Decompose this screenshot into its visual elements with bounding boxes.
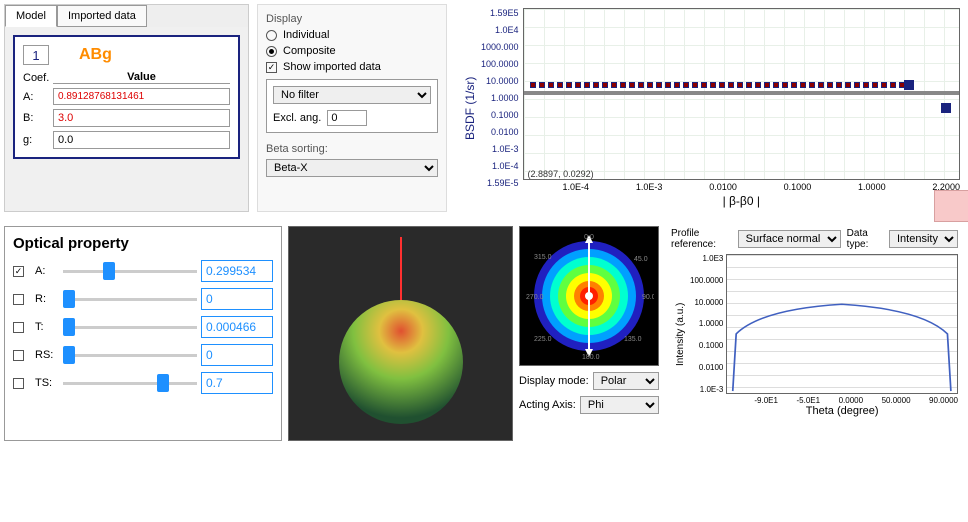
optical-row-r: R: 0 <box>13 288 273 310</box>
intensity-panel: Profile reference: Surface normal Data t… <box>665 226 964 441</box>
intensity-plot[interactable] <box>726 254 958 394</box>
polar-svg: 0.0 45.0 90.0 135.0 180.0 225.0 270.0 31… <box>524 231 654 361</box>
coef-header-right: Value <box>53 71 230 84</box>
polar-plot[interactable]: 0.0 45.0 90.0 135.0 180.0 225.0 270.0 31… <box>519 226 659 366</box>
coef-b-value[interactable]: 3.0 <box>53 109 230 127</box>
svg-text:45.0: 45.0 <box>634 256 648 263</box>
display-title: Display <box>266 13 438 25</box>
excl-label: Excl. ang. <box>273 112 321 124</box>
optical-row-rs: RS: 0 <box>13 344 273 366</box>
optical-row-ts: TS: 0.7 <box>13 372 273 394</box>
radio-individual-label: Individual <box>283 29 329 41</box>
radio-individual-icon <box>266 30 277 41</box>
bsdf-ylabel: BSDF (1/sr) <box>459 8 481 208</box>
optical-value[interactable]: 0.299534 <box>201 260 273 282</box>
svg-text:270.0: 270.0 <box>526 294 544 301</box>
optical-row-t: T: 0.000466 <box>13 316 273 338</box>
svg-text:180.0: 180.0 <box>582 354 600 361</box>
bsdf-yaxis: 1.59E51.0E41000.000100.000010.00001.0000… <box>481 8 523 188</box>
bsdf-xaxis: 1.0E-41.0E-30.01000.10001.00002.2000 <box>523 182 960 192</box>
model-panel: Model Imported data 1 ABg Coef. Value A:… <box>4 4 249 212</box>
profile-ref-select[interactable]: Surface normal <box>738 230 841 248</box>
data-type-label: Data type: <box>847 228 883 250</box>
polar-panel: 0.0 45.0 90.0 135.0 180.0 225.0 270.0 31… <box>519 226 659 441</box>
acting-axis-label: Acting Axis: <box>519 399 576 411</box>
optical-check[interactable] <box>13 378 24 389</box>
check-show-imported[interactable]: Show imported data <box>266 61 438 73</box>
display-mode-select[interactable]: Polar <box>593 372 659 390</box>
check-show-imported-label: Show imported data <box>283 61 381 73</box>
optical-label: A: <box>35 265 59 277</box>
abg-box: 1 ABg Coef. Value A: 0.89128768131461 B:… <box>13 35 240 159</box>
bsdf-marker-2 <box>941 103 951 113</box>
svg-text:90.0: 90.0 <box>642 294 654 301</box>
svg-text:315.0: 315.0 <box>534 254 552 261</box>
optical-label: RS: <box>35 349 59 361</box>
optical-slider[interactable] <box>63 354 197 357</box>
intensity-ylabel: Intensity (a.u.) <box>671 254 690 414</box>
optical-panel: Optical property A: 0.299534 R: 0 T: 0.000466… <box>4 226 282 441</box>
optical-check[interactable] <box>13 350 24 361</box>
radio-composite-icon <box>266 46 277 57</box>
radio-composite-label: Composite <box>283 45 336 57</box>
coef-a-label: A: <box>23 91 53 103</box>
optical-slider[interactable] <box>63 326 197 329</box>
filter-select[interactable]: No filter <box>273 86 431 104</box>
optical-row-a: A: 0.299534 <box>13 260 273 282</box>
optical-label: TS: <box>35 377 59 389</box>
optical-label: R: <box>35 293 59 305</box>
optical-slider[interactable] <box>63 382 197 385</box>
beta-sorting-label: Beta sorting: <box>266 143 438 155</box>
display-mode-label: Display mode: <box>519 375 589 387</box>
filter-box: No filter Excl. ang. <box>266 79 438 133</box>
coef-g-value[interactable]: 0.0 <box>53 131 230 149</box>
svg-text:225.0: 225.0 <box>534 336 552 343</box>
intensity-xlabel: Theta (degree) <box>726 405 958 417</box>
excl-input[interactable] <box>327 110 367 126</box>
optical-check[interactable] <box>13 266 24 277</box>
bsdf-xlabel: | β-β0 | <box>523 194 960 208</box>
optical-title: Optical property <box>13 235 273 252</box>
bsdf-chart-panel: BSDF (1/sr) 1.59E51.0E41000.000100.00001… <box>455 4 964 212</box>
radio-composite[interactable]: Composite <box>266 45 438 57</box>
acting-axis-select[interactable]: Phi <box>580 396 659 414</box>
optical-slider[interactable] <box>63 270 197 273</box>
bsdf-marker-1 <box>904 80 914 90</box>
optical-value[interactable]: 0.7 <box>201 372 273 394</box>
svg-text:135.0: 135.0 <box>624 336 642 343</box>
bsdf-data-series <box>524 82 959 88</box>
coef-a-value[interactable]: 0.89128768131461 <box>53 88 230 105</box>
optical-label: T: <box>35 321 59 333</box>
data-type-select[interactable]: Intensity <box>889 230 958 248</box>
model-index: 1 <box>23 45 49 65</box>
optical-slider[interactable] <box>63 298 197 301</box>
optical-value[interactable]: 0 <box>201 344 273 366</box>
tab-imported[interactable]: Imported data <box>57 5 147 27</box>
bsdf-plot[interactable]: (2.8897, 0.0292) <box>523 8 960 180</box>
intensity-yaxis: 1.0E3100.000010.00001.00000.10000.01001.… <box>690 254 726 394</box>
pink-square-icon <box>934 190 968 222</box>
bsdf-gray-line <box>524 91 959 95</box>
sphere-svg <box>289 227 514 442</box>
coef-header-left: Coef. <box>23 72 53 84</box>
abg-title: ABg <box>79 46 112 64</box>
tab-strip: Model Imported data <box>5 5 248 27</box>
radio-individual[interactable]: Individual <box>266 29 438 41</box>
optical-check[interactable] <box>13 294 24 305</box>
tab-model[interactable]: Model <box>5 5 57 27</box>
optical-value[interactable]: 0 <box>201 288 273 310</box>
beta-sorting-select[interactable]: Beta-X <box>266 159 438 177</box>
check-show-imported-icon <box>266 62 277 73</box>
optical-check[interactable] <box>13 322 24 333</box>
optical-value[interactable]: 0.000466 <box>201 316 273 338</box>
intensity-curve <box>727 255 957 393</box>
intensity-xaxis: -9.0E1-5.0E10.000050.000090.0000 <box>726 396 958 405</box>
profile-ref-label: Profile reference: <box>671 228 732 250</box>
coef-b-label: B: <box>23 112 53 124</box>
coef-g-label: g: <box>23 134 53 146</box>
display-panel: Display Individual Composite Show import… <box>257 4 447 212</box>
sphere-3d-view[interactable] <box>288 226 513 441</box>
svg-text:0.0: 0.0 <box>584 234 594 241</box>
bsdf-coord-readout: (2.8897, 0.0292) <box>528 169 594 179</box>
